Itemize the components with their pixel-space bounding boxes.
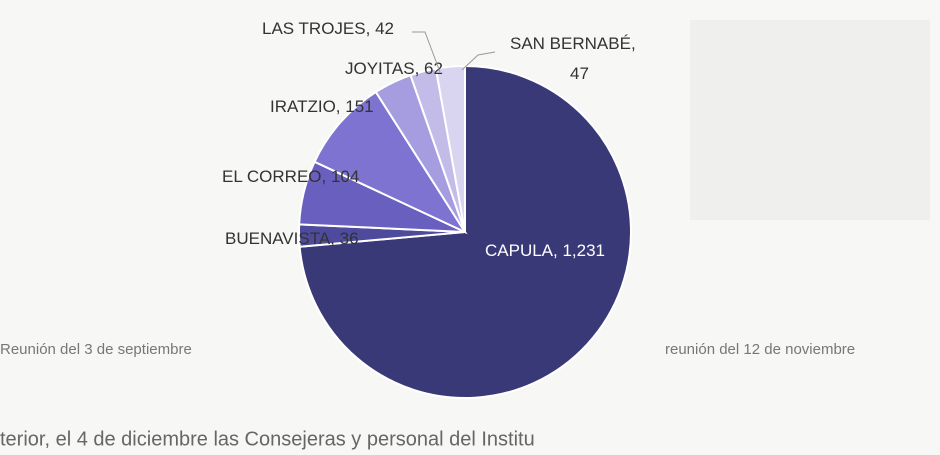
label-separator: , <box>553 241 562 260</box>
background-text: terior, el 4 de diciembre las Consejeras… <box>0 428 535 450</box>
label-category: IRATZIO <box>270 97 336 116</box>
data-label: EL CORREO, 104 <box>222 167 359 186</box>
data-label: IRATZIO, 151 <box>270 97 374 116</box>
label-separator: , <box>330 229 339 248</box>
background-text: Reunión del 3 de septiembre <box>0 341 192 358</box>
label-value: 42 <box>375 19 394 38</box>
data-label: LAS TROJES, 42 <box>262 19 394 38</box>
data-label: BUENAVISTA, 36 <box>225 229 359 248</box>
label-value: 1,231 <box>562 241 605 260</box>
pie <box>298 64 632 399</box>
label-category: EL CORREO <box>222 167 322 186</box>
label-value: 36 <box>340 229 359 248</box>
label-category: CAPULA <box>485 241 554 260</box>
leader-line <box>412 31 441 73</box>
labels: CAPULA, 1,231 BUENAVISTA, 36 EL CORREO, 10… <box>222 19 640 260</box>
label-separator: , <box>336 97 345 116</box>
label-separator: , <box>415 59 424 78</box>
label-separator: , <box>631 34 640 53</box>
label-category: BUENAVISTA <box>225 229 331 248</box>
label-value: 47 <box>570 64 589 83</box>
data-label: JOYITAS, 62 <box>345 59 443 78</box>
label-category: SAN BERNABÉ <box>510 34 631 53</box>
background-text: reunión del 12 de noviembre <box>665 341 855 358</box>
slice <box>313 90 468 235</box>
label-value: 151 <box>345 97 373 116</box>
data-label: SAN BERNABÉ, 47 <box>510 34 640 83</box>
label-separator: , <box>366 19 375 38</box>
label-category: JOYITAS <box>345 59 415 78</box>
data-label: CAPULA, 1,231 <box>485 241 605 260</box>
leader-line <box>461 51 496 71</box>
label-category: LAS TROJES <box>262 19 366 38</box>
slice <box>434 64 466 233</box>
faded-image <box>690 20 930 220</box>
label-value: 104 <box>331 167 359 186</box>
label-value: 62 <box>424 59 443 78</box>
label-separator: , <box>322 167 331 186</box>
